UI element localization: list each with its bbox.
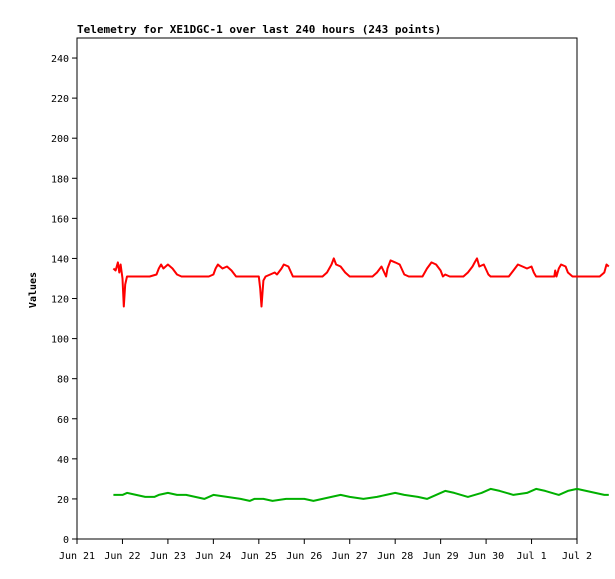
y-tick-label: 20 — [57, 495, 69, 506]
y-tick-label: 180 — [51, 174, 69, 185]
x-axis: Jun 21 Jun 22 Jun 23 Jun 24 Jun 25 Jun 26 Jun … — [59, 539, 592, 562]
series-lines — [112, 257, 610, 502]
x-tick-label: Jun 28 — [377, 551, 413, 562]
y-tick-label: 80 — [57, 375, 69, 386]
x-tick-label: Jun 27 — [332, 551, 368, 562]
x-tick-label: Jun 24 — [195, 551, 231, 562]
x-tick-label: Jul 2 — [562, 551, 592, 562]
x-tick-label: Jun 22 — [104, 551, 140, 562]
x-tick-label: Jul 1 — [516, 551, 546, 562]
x-tick-label: Jun 25 — [241, 551, 277, 562]
y-tick-label: 120 — [51, 295, 69, 306]
plot-border — [76, 37, 578, 540]
y-tick-label: 220 — [51, 94, 69, 105]
y-tick-label: 160 — [51, 214, 69, 225]
y-tick-label: 140 — [51, 254, 69, 265]
y-tick-label: 40 — [57, 455, 69, 466]
y-tick-label: 200 — [51, 134, 69, 145]
chart-title: Telemetry for XE1DGC-1 over last 240 hou… — [77, 23, 442, 36]
y-tick-label: 0 — [63, 535, 69, 546]
y-tick-label: 60 — [57, 415, 69, 426]
series-line-red — [112, 257, 610, 308]
x-tick-label: Jun 23 — [150, 551, 186, 562]
series-line-green — [113, 487, 609, 502]
x-tick-label: Jun 29 — [423, 551, 459, 562]
y-axis-label: Values — [28, 272, 39, 308]
y-axis: 0 20 40 60 80 100 120 140 160 180 200 220 240 — [51, 54, 77, 546]
x-tick-label: Jun 21 — [59, 551, 95, 562]
plot-frame — [76, 37, 578, 540]
y-tick-label: 100 — [51, 335, 69, 346]
x-tick-label: Jun 30 — [468, 551, 504, 562]
y-tick-label: 240 — [51, 54, 69, 65]
x-tick-label: Jun 26 — [286, 551, 322, 562]
